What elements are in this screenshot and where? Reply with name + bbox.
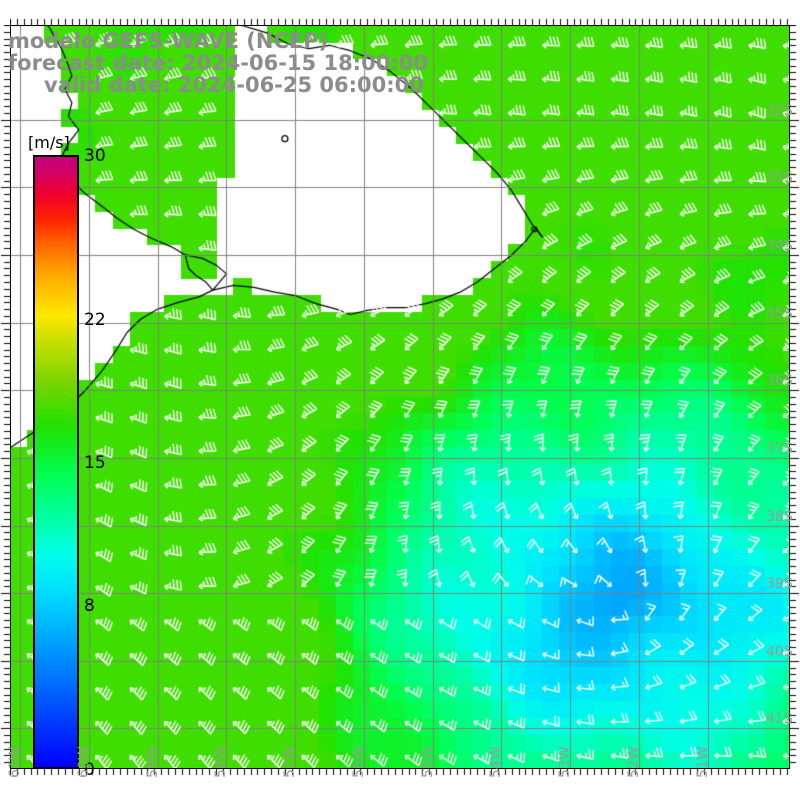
- lon-label-52W: 52W: [625, 746, 642, 778]
- bottom-axis-ticks: [10, 769, 790, 783]
- colorbar-tick-22: 22: [84, 309, 106, 330]
- lon-label-59W: 59W: [144, 746, 161, 778]
- lat-label-37S: 37S: [766, 440, 793, 457]
- lon-label-57W: 57W: [282, 746, 299, 778]
- wind-barb-overlay: [10, 25, 790, 769]
- page-title: modelo GEFS-WAVE (NCEP): [8, 29, 329, 53]
- lon-label-55W: 55W: [419, 746, 436, 778]
- colorbar: [33, 155, 79, 769]
- lat-label-32S: 32S: [766, 102, 793, 119]
- colorbar-tick-0: 0: [84, 760, 95, 780]
- right-axis-ticks: [790, 25, 800, 769]
- forecast-date-label: forecast date: 2024-06-15 18:00:00: [8, 51, 428, 75]
- colorbar-tick-30: 30: [84, 146, 106, 166]
- colorbar-gradient: [33, 155, 79, 769]
- lon-label-51W: 51W: [694, 746, 711, 778]
- colorbar-tick-15: 15: [84, 453, 106, 473]
- lat-label-34S: 34S: [766, 237, 793, 254]
- top-axis-ticks: [10, 11, 790, 25]
- colorbar-tick-8: 8: [84, 596, 95, 617]
- left-axis-ticks: [0, 25, 10, 769]
- lon-label-53W: 53W: [557, 746, 574, 778]
- lon-label-61W: 61W: [7, 746, 24, 778]
- lat-label-38S: 38S: [766, 508, 793, 525]
- lat-label-33S: 33S: [766, 170, 793, 187]
- lon-label-56W: 56W: [350, 746, 367, 778]
- lat-label-41S: 41S: [766, 711, 793, 728]
- lon-label-58W: 58W: [213, 746, 230, 778]
- lat-label-40S: 40S: [766, 643, 793, 660]
- valid-date-label: valid date: 2024-06-25 06:00:00: [44, 73, 424, 97]
- lon-label-54W: 54W: [488, 746, 505, 778]
- map-plot-area: [10, 25, 790, 769]
- lat-label-36S: 36S: [766, 373, 793, 390]
- lat-label-39S: 39S: [766, 576, 793, 593]
- lat-label-35S: 35S: [766, 305, 793, 322]
- lon-label-60W: 60W: [76, 746, 93, 778]
- colorbar-unit-label: [m/s]: [28, 133, 70, 152]
